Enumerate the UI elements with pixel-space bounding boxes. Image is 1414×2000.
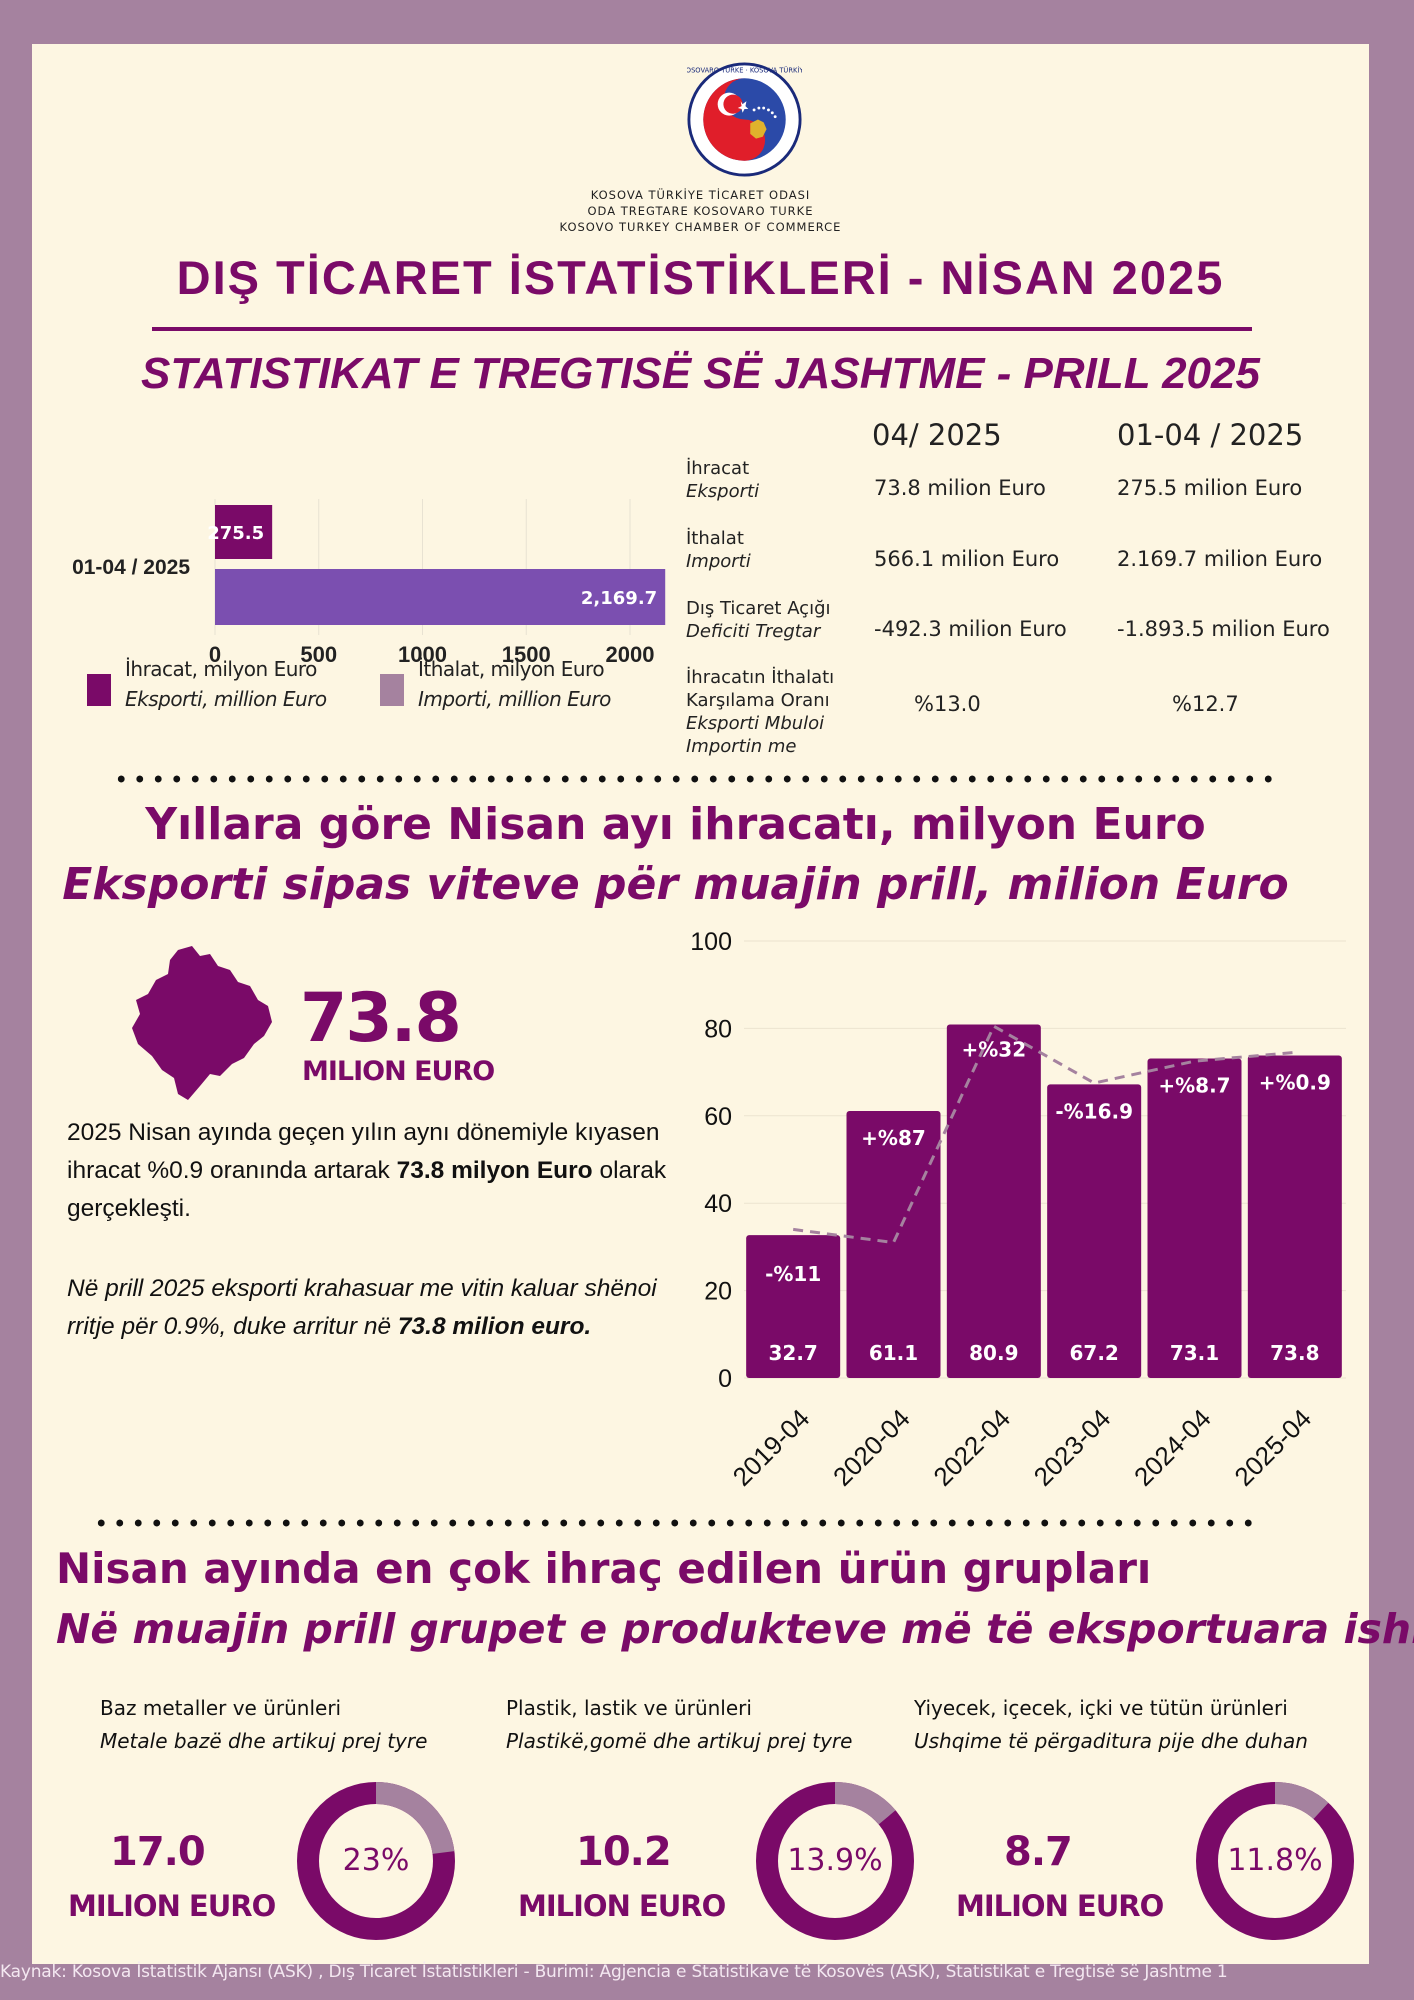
- cell-deficit-month: -492.3 milion Euro: [874, 617, 1067, 641]
- section2-title-tr: Yıllara göre Nisan ayı ihracatı, milyon …: [145, 799, 1206, 850]
- year-bar-value-label: 80.9: [969, 1341, 1018, 1365]
- year-x-tick-label: 2024-04: [1128, 1403, 1217, 1492]
- col-head-ytd: 01-04 / 2025: [1117, 418, 1304, 452]
- product2-label: Plastik, lastik ve ürünleri Plastikë,gom…: [506, 1696, 853, 1753]
- cell-coverage-month: %13.0: [914, 692, 981, 716]
- year-x-tick-label: 2020-04: [827, 1403, 916, 1492]
- year-change-label: +%8.7: [1158, 1074, 1230, 1098]
- headline-export-value: 73.8: [300, 979, 462, 1058]
- logo-text: ODA TREGTARE KOSOVARO TURKE · KOSOVA TÜR…: [687, 66, 802, 75]
- product1-unit: MILION EURO: [68, 1889, 276, 1923]
- main-y-tick-label: 0: [718, 1365, 732, 1393]
- year-bar-2023-04: [1047, 1084, 1142, 1378]
- page-title-sq: STATISTIKAT E TREGTISË SË JASHTME - PRIL…: [141, 349, 1260, 398]
- infographic-page: ODA TREGTARE KOSOVARO TURKE · KOSOVA TÜR…: [32, 44, 1414, 1964]
- org-line-tr: KOSOVA TÜRKİYE TİCARET ODASI: [590, 188, 811, 202]
- product2-value: 10.2: [576, 1829, 672, 1875]
- summary-bar-label-1: 2,169.7: [581, 588, 657, 609]
- section2-title-sq: Eksporti sipas viteve për muajin prill, …: [62, 859, 1289, 910]
- summary-bar-label-0: 275.5: [207, 523, 264, 544]
- page-title-tr: DIŞ TİCARET İSTATİSTİKLERİ - NİSAN 2025: [176, 251, 1225, 304]
- summary-x-tick-label: 1000: [398, 642, 447, 667]
- summary-x-tick-label: 500: [300, 642, 337, 667]
- paragraph-sq: Në prill 2025 eksporti krahasuar me viti…: [67, 1275, 657, 1340]
- cell-export-ytd: 275.5 milion Euro: [1117, 476, 1303, 500]
- cell-import-ytd: 2.169.7 milion Euro: [1117, 547, 1323, 571]
- year-change-label: -%11: [765, 1262, 821, 1286]
- year-bar-2019-04: [746, 1235, 841, 1378]
- summary-x-tick-label: 1500: [502, 642, 551, 667]
- year-bar-value-label: 32.7: [768, 1341, 817, 1365]
- main-y-tick-label: 80: [704, 1015, 732, 1043]
- summary-bar-1: [215, 569, 666, 625]
- product3-share-ring: [1196, 1782, 1354, 1940]
- summary-bar-chart: 275.5 2,169.7 0 500 1000 1500 2000 01-04 / 20…: [72, 499, 666, 667]
- product1-share-ring: [297, 1782, 455, 1940]
- row-label-deficit: Dış Ticaret Açığı Deficiti Tregtar: [686, 598, 831, 642]
- legend-import-tr: İthalat, milyon Euro: [418, 657, 605, 681]
- legend-import-swatch: [380, 674, 404, 706]
- year-bar-2024-04: [1147, 1058, 1242, 1378]
- dotted-divider-2: [92, 1518, 1252, 1528]
- year-change-label: +%0.9: [1259, 1070, 1331, 1094]
- product3-share: 11.8%: [1227, 1843, 1323, 1878]
- year-bar-value-label: 73.8: [1270, 1341, 1319, 1365]
- product1-label: Baz metaller ve ürünleri Metale bazë dhe…: [100, 1696, 428, 1753]
- dotted-divider-1: [112, 774, 1272, 784]
- product2-share-ring: [756, 1782, 914, 1940]
- year-bar-value-label: 61.1: [869, 1341, 918, 1365]
- year-bar-value-label: 73.1: [1170, 1341, 1219, 1365]
- year-x-tick-label: 2023-04: [1028, 1403, 1117, 1492]
- section3-title-tr: Nisan ayında en çok ihraç edilen ürün gr…: [56, 1544, 1152, 1593]
- legend-export-sq: Eksporti, million Euro: [125, 687, 327, 711]
- year-bar-2022-04: [946, 1024, 1041, 1378]
- cell-export-month: 73.8 milion Euro: [874, 476, 1046, 500]
- row-label-coverage: İhracatın İthalatı Karşılama Oranı Ekspo…: [686, 667, 835, 757]
- summary-category-label: 01-04 / 2025: [72, 556, 190, 579]
- main-y-tick-label: 20: [704, 1278, 732, 1306]
- cell-deficit-ytd: -1.893.5 milion Euro: [1117, 617, 1330, 641]
- year-x-tick-label: 2025-04: [1228, 1403, 1317, 1492]
- summary-bar-0: [215, 505, 273, 559]
- year-change-label: -%16.9: [1055, 1099, 1133, 1123]
- year-x-tick-label: 2022-04: [927, 1403, 1016, 1492]
- source-footer: Kaynak: Kosova İstatistik Ajansı (ASK) ,…: [0, 1962, 1228, 1982]
- legend-export-swatch: [87, 674, 111, 706]
- trend-line: [792, 1024, 1295, 1245]
- product2-unit: MILION EURO: [518, 1889, 726, 1923]
- headline-export-unit: MILION EURO: [302, 1056, 495, 1087]
- year-bar-2020-04: [846, 1110, 941, 1378]
- year-change-label: +%32: [962, 1037, 1027, 1061]
- cell-import-month: 566.1 milion Euro: [874, 547, 1060, 571]
- year-bar-value-label: 67.2: [1069, 1341, 1118, 1365]
- product1-share: 23%: [342, 1843, 410, 1878]
- section3-title-sq: Në muajin prill grupet e produkteve më t…: [56, 1605, 1414, 1653]
- product3-label: Yiyecek, içecek, içki ve tütün ürünleri …: [914, 1696, 1308, 1753]
- col-head-month: 04/ 2025: [872, 418, 1002, 452]
- summary-x-tick-label: 0: [209, 642, 221, 667]
- main-y-tick-label: 40: [704, 1190, 732, 1218]
- main-y-tick-label: 100: [690, 928, 732, 956]
- product3-unit: MILION EURO: [956, 1889, 1164, 1923]
- organization-names: KOSOVA TÜRKİYE TİCARET ODASI ODA TREGTAR…: [32, 187, 1369, 235]
- product3-value: 8.7: [1004, 1829, 1073, 1875]
- row-label-export: İhracat Eksporti: [686, 458, 760, 502]
- legend-import-sq: Importi, million Euro: [418, 687, 611, 711]
- main-y-tick-label: 60: [704, 1103, 732, 1131]
- cell-coverage-ytd: %12.7: [1172, 692, 1239, 716]
- org-line-sq: ODA TREGTARE KOSOVARO TURKE: [587, 204, 814, 218]
- year-bar-2025-04: [1247, 1055, 1342, 1378]
- title-divider: [152, 327, 1252, 331]
- year-x-tick-label: 2019-04: [727, 1403, 816, 1492]
- legend-export-tr: İhracat, milyon Euro: [125, 657, 317, 681]
- summary-x-tick-label: 2000: [606, 642, 655, 667]
- product1-value: 17.0: [110, 1829, 206, 1875]
- org-line-en: KOSOVO TURKEY CHAMBER OF COMMERCE: [559, 220, 842, 234]
- kosovo-map-icon: [132, 946, 272, 1100]
- paragraph-tr: 2025 Nisan ayında geçen yılın aynı dönem…: [67, 1119, 667, 1222]
- row-label-import: İthalat Importi: [686, 528, 751, 572]
- product2-share: 13.9%: [787, 1843, 883, 1878]
- year-change-label: +%87: [861, 1126, 926, 1150]
- chamber-logo: ODA TREGTARE KOSOVARO TURKE · KOSOVA TÜR…: [687, 62, 802, 177]
